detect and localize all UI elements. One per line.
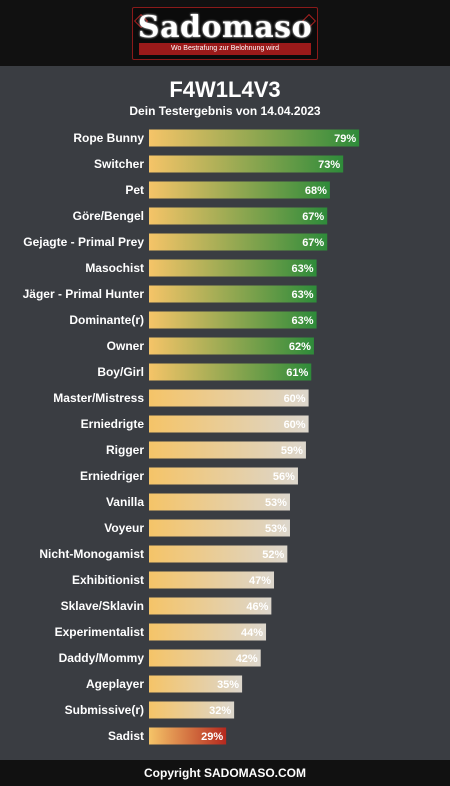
bar xyxy=(149,207,328,225)
value-label: 46% xyxy=(246,601,268,613)
value-label: 53% xyxy=(265,497,287,509)
category-label: Sadist xyxy=(108,729,144,743)
bar xyxy=(149,155,344,173)
category-label: Vanilla xyxy=(106,495,144,509)
category-label: Experimentalist xyxy=(55,625,144,639)
bar xyxy=(149,233,328,251)
value-label: 67% xyxy=(302,211,324,223)
sadomaso-logo[interactable]: Sadomaso Wo Bestrafung zur Belohnung wir… xyxy=(132,7,318,60)
bar xyxy=(149,623,267,641)
bar xyxy=(149,493,290,511)
bar xyxy=(149,129,360,147)
category-label: Submissive(r) xyxy=(65,703,144,717)
category-label: Jäger - Primal Hunter xyxy=(23,287,145,301)
bar xyxy=(149,363,312,381)
value-label: 61% xyxy=(286,367,308,379)
category-label: Sklave/Sklavin xyxy=(61,599,144,613)
bar xyxy=(149,545,288,563)
bar xyxy=(149,181,330,199)
value-label: 63% xyxy=(292,315,314,327)
bar xyxy=(149,467,298,485)
bar xyxy=(149,337,314,355)
category-label: Ageplayer xyxy=(86,677,144,691)
category-label: Exhibitionist xyxy=(72,573,144,587)
bar xyxy=(149,259,317,277)
copyright-footer: Copyright SADOMASO.COM xyxy=(0,760,450,786)
category-label: Göre/Bengel xyxy=(73,209,144,223)
category-label: Boy/Girl xyxy=(97,365,144,379)
top-bar: Sadomaso Wo Bestrafung zur Belohnung wir… xyxy=(0,0,450,66)
bar xyxy=(149,519,290,537)
category-label: Daddy/Mommy xyxy=(59,651,145,665)
bar xyxy=(149,649,261,667)
value-label: 67% xyxy=(302,237,324,249)
value-label: 53% xyxy=(265,523,287,535)
bar xyxy=(149,701,235,719)
value-label: 60% xyxy=(284,419,306,431)
value-label: 56% xyxy=(273,471,295,483)
bar xyxy=(149,727,227,745)
value-label: 60% xyxy=(284,393,306,405)
category-label: Erniedriger xyxy=(80,469,144,483)
category-label: Voyeur xyxy=(104,521,144,535)
result-subtitle: Dein Testergebnis von 14.04.2023 xyxy=(129,104,321,118)
bar xyxy=(149,597,272,615)
value-label: 63% xyxy=(292,263,314,275)
bar xyxy=(149,441,306,459)
category-label: Dominante(r) xyxy=(69,313,144,327)
value-label: 79% xyxy=(334,133,356,145)
bar xyxy=(149,571,275,589)
bar xyxy=(149,389,309,407)
result-title: F4W1L4V3 xyxy=(169,77,281,102)
value-label: 52% xyxy=(262,549,284,561)
category-label: Rope Bunny xyxy=(73,131,144,145)
value-label: 42% xyxy=(236,653,258,665)
value-label: 68% xyxy=(305,185,327,197)
bar xyxy=(149,285,317,303)
value-label: 59% xyxy=(281,445,303,457)
value-label: 29% xyxy=(201,731,223,743)
value-label: 32% xyxy=(209,705,231,717)
logo-brand-text: Sadomaso xyxy=(137,10,313,45)
bar xyxy=(149,675,243,693)
category-label: Pet xyxy=(125,183,144,197)
value-label: 47% xyxy=(249,575,271,587)
category-label: Owner xyxy=(107,339,145,353)
results-bar-chart: Rope Bunny 79% Switcher 73% Pet 68% Göre/Benge… xyxy=(23,129,360,745)
value-label: 73% xyxy=(318,159,340,171)
value-label: 63% xyxy=(292,289,314,301)
value-label: 44% xyxy=(241,627,263,639)
bar xyxy=(149,415,309,433)
category-label: Erniedrigte xyxy=(81,417,145,431)
logo-tagline: Wo Bestrafung zur Belohnung wird xyxy=(139,43,311,55)
category-label: Gejagte - Primal Prey xyxy=(23,235,144,249)
category-label: Nicht-Monogamist xyxy=(39,547,144,561)
category-label: Masochist xyxy=(85,261,144,275)
category-label: Rigger xyxy=(106,443,144,457)
value-label: 35% xyxy=(217,679,239,691)
category-label: Switcher xyxy=(94,157,144,171)
bar xyxy=(149,311,317,329)
value-label: 62% xyxy=(289,341,311,353)
category-label: Master/Mistress xyxy=(53,391,144,405)
